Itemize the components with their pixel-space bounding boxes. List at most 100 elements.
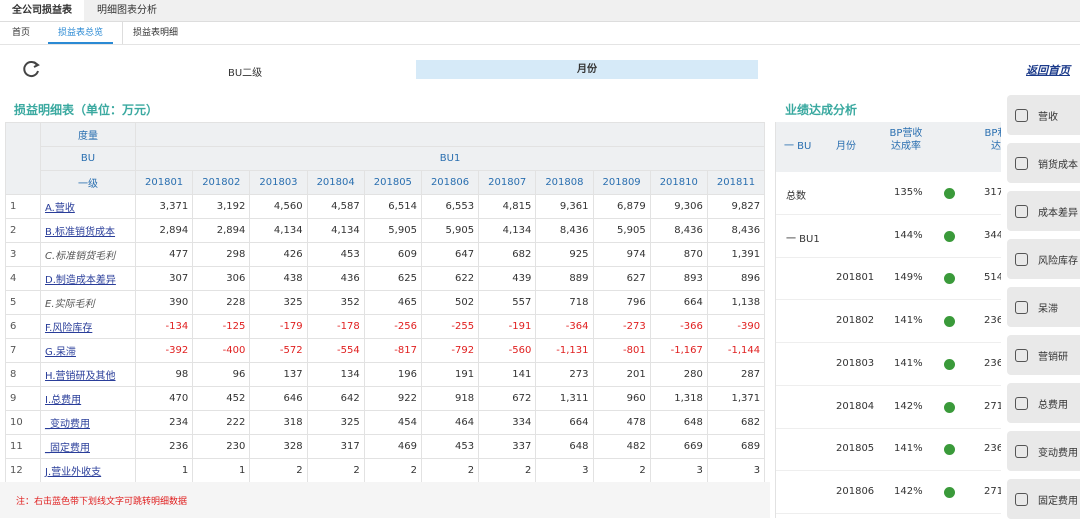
- row-link[interactable]: E.实际毛利: [45, 299, 95, 310]
- row-link[interactable]: H.营销研及其他: [45, 371, 116, 382]
- value-cell: 4,815: [478, 194, 537, 219]
- header-cell: 一级: [40, 170, 136, 195]
- menu-item[interactable]: 成本差异: [1007, 191, 1080, 231]
- data-row: 5 E.实际毛利 390 228 325 352 465 502 557 718 796 664 1,1…: [5, 290, 765, 315]
- row-link[interactable]: C.标准销货毛利: [45, 251, 116, 262]
- header-cell: 度量: [40, 122, 136, 147]
- menu-item[interactable]: 固定费用: [1007, 479, 1080, 519]
- month-header: 201801: [134, 170, 194, 195]
- tab[interactable]: 全公司损益表: [0, 0, 84, 21]
- row-link[interactable]: D.制造成本差异: [45, 275, 116, 286]
- data-row: 9 I.总费用 470 452 646 642 922 918 672 1,311 960 1,318…: [5, 386, 765, 411]
- analysis-cell: 142%: [894, 485, 923, 497]
- subtab[interactable]: 损益表总览: [48, 22, 114, 44]
- menu-label: 销货成本: [1038, 159, 1078, 171]
- menu-item[interactable]: 变动费用: [1007, 431, 1080, 471]
- value-cell: 453: [306, 242, 365, 267]
- row-index: 1: [5, 194, 41, 219]
- header-cell: [5, 122, 41, 195]
- tab[interactable]: 明细图表分析: [97, 5, 157, 16]
- value-cell: 796: [592, 290, 651, 315]
- value-cell: 287: [706, 362, 765, 387]
- value-cell: -256: [363, 314, 422, 339]
- value-cell: 896: [706, 266, 765, 291]
- analysis-cell: 141%: [894, 315, 923, 327]
- row-link[interactable]: I.总费用: [45, 395, 82, 406]
- value-cell: 478: [592, 410, 651, 435]
- menu-icon: [1015, 492, 1028, 506]
- value-cell: 8,436: [649, 218, 708, 243]
- analysis-area: 一 BU 月份 BP营收达成率 BP利润达成总数 135% 317 一 BU1 144% 344…: [775, 122, 1001, 518]
- analysis-cell: 201804: [836, 400, 875, 412]
- row-link[interactable]: F.风险库存: [45, 323, 93, 334]
- menu-item[interactable]: 风险库存: [1007, 239, 1080, 279]
- month-header: 201806: [420, 170, 480, 195]
- row-link[interactable]: J.营业外收支: [45, 467, 102, 478]
- value-cell: 2: [478, 458, 537, 482]
- row-index: 12: [5, 458, 41, 482]
- value-cell: 234: [134, 410, 194, 435]
- value-cell: 2: [592, 458, 651, 482]
- row-index: 8: [5, 362, 41, 387]
- value-cell: 2,894: [192, 218, 251, 243]
- value-cell: 454: [363, 410, 422, 435]
- row-link[interactable]: G.呆滞: [45, 347, 76, 358]
- value-cell: 1: [134, 458, 194, 482]
- value-cell: 5,905: [420, 218, 480, 243]
- month-filter[interactable]: 月份: [416, 60, 758, 79]
- row-divider: [776, 214, 1001, 215]
- value-cell: 9,306: [649, 194, 708, 219]
- menu-item[interactable]: 销货成本: [1007, 143, 1080, 183]
- analysis-cell: 201803: [836, 357, 875, 369]
- row-index: 10: [5, 410, 41, 435]
- subtab[interactable]: 首页: [12, 28, 31, 38]
- menu-item[interactable]: 营收: [1007, 95, 1080, 135]
- value-cell: 438: [249, 266, 308, 291]
- menu-label: 营销研: [1038, 351, 1068, 363]
- menu-label: 固定费用: [1038, 495, 1078, 507]
- refresh-icon[interactable]: [22, 59, 42, 79]
- row-link[interactable]: B.标准销货成本: [45, 227, 116, 238]
- value-cell: 96: [192, 362, 251, 387]
- month-header: 201808: [535, 170, 594, 195]
- value-cell: 9,827: [706, 194, 765, 219]
- value-cell: 2: [306, 458, 365, 482]
- value-cell: 452: [192, 386, 251, 411]
- row-link[interactable]: A.营收: [45, 203, 75, 214]
- row-link[interactable]: _固定费用: [45, 443, 90, 454]
- analysis-cell: 317: [984, 187, 1001, 198]
- analysis-cell: 总数: [786, 191, 806, 202]
- value-cell: -392: [134, 338, 194, 363]
- menu-icon: [1015, 252, 1028, 266]
- menu-label: 成本差异: [1038, 207, 1078, 219]
- row-index: 6: [5, 314, 41, 339]
- analysis-cell: 201802: [836, 315, 875, 327]
- value-cell: 134: [306, 362, 365, 387]
- header-row: 一级 201801 201802 201803 201804 201805 201806 20…: [6, 170, 765, 195]
- value-cell: 390: [134, 290, 194, 315]
- value-cell: 3: [706, 458, 765, 482]
- menu-icon: [1015, 300, 1028, 314]
- value-cell: 609: [363, 242, 422, 267]
- row-divider: [776, 470, 1001, 472]
- value-cell: 464: [420, 410, 480, 435]
- row-divider: [776, 384, 1001, 386]
- back-link[interactable]: 返回首页: [1026, 64, 1070, 77]
- menu-item[interactable]: 呆滞: [1007, 287, 1080, 327]
- value-cell: 4,134: [306, 218, 365, 243]
- menu-item[interactable]: 总费用: [1007, 383, 1080, 423]
- value-cell: 642: [306, 386, 365, 411]
- menu-item[interactable]: 营销研: [1007, 335, 1080, 375]
- analysis-header: 一 BU 月份 BP营收达成率 BP利润达成: [776, 122, 1001, 172]
- analysis-cell: 141%: [894, 357, 923, 369]
- row-link[interactable]: _变动费用: [45, 419, 90, 430]
- month-header: 201811: [706, 170, 765, 195]
- value-cell: 893: [649, 266, 708, 291]
- subtab[interactable]: 损益表明细: [122, 22, 188, 44]
- value-cell: 222: [192, 410, 251, 435]
- value-cell: 682: [478, 242, 537, 267]
- row-index: 7: [5, 338, 41, 363]
- row-name: D.制造成本差异: [40, 266, 136, 291]
- value-cell: 236: [134, 434, 194, 459]
